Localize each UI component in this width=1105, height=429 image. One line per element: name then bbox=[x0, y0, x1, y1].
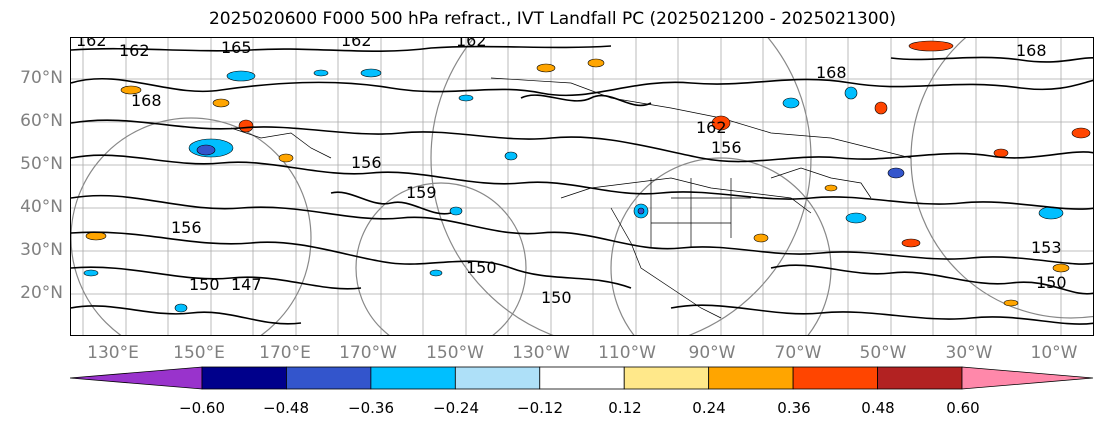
colorbar-cell bbox=[708, 366, 794, 390]
ivt-shading bbox=[83, 40, 1091, 313]
lon-label-10w: 10°W bbox=[1030, 343, 1078, 363]
colorbar-tick-label: −0.60 bbox=[179, 399, 225, 417]
contour-label: 153 bbox=[1031, 238, 1062, 257]
contour-label: 162 bbox=[119, 41, 150, 60]
lat-label-70n: 70°N bbox=[20, 68, 63, 88]
contour-label: 165 bbox=[221, 38, 252, 57]
colorbar-tick-label: −0.24 bbox=[433, 399, 479, 417]
lon-label-170w: 170°W bbox=[339, 343, 397, 363]
colorbar-cell bbox=[286, 366, 372, 390]
lon-label-90w: 90°W bbox=[688, 343, 736, 363]
colorbar-tick-label: −0.48 bbox=[263, 399, 309, 417]
colorbar-extend-high bbox=[961, 366, 1094, 390]
colorbar-extend-low bbox=[70, 366, 203, 390]
contour-label: 162 bbox=[341, 38, 372, 50]
contour-label: 147 bbox=[231, 275, 262, 294]
colorbar-cell bbox=[370, 366, 456, 390]
colorbar-tick-label: 0.60 bbox=[946, 399, 980, 417]
lat-label-60n: 60°N bbox=[20, 111, 63, 131]
lon-label-30w: 30°W bbox=[945, 343, 993, 363]
contour-label: 156 bbox=[351, 153, 382, 172]
contour-label: 168 bbox=[1016, 41, 1047, 60]
colorbar-cell bbox=[454, 366, 541, 390]
colorbar-tick-label: −0.36 bbox=[348, 399, 394, 417]
contour-label: 150 bbox=[189, 275, 220, 294]
map-canvas: 162 162 165 162 162 168 168 168 156 156 … bbox=[71, 38, 1093, 335]
contour-label: 162 bbox=[696, 118, 727, 137]
contour-label: 150 bbox=[466, 258, 497, 277]
colorbar bbox=[70, 366, 1094, 390]
lon-label-130e: 130°E bbox=[87, 343, 139, 363]
colorbar-tick-label: 0.36 bbox=[777, 399, 811, 417]
lat-label-40n: 40°N bbox=[20, 197, 63, 217]
colorbar-tick-label: 0.12 bbox=[608, 399, 642, 417]
contour-label: 168 bbox=[131, 91, 162, 110]
contour-label: 150 bbox=[541, 288, 572, 307]
contour-label: 168 bbox=[816, 63, 847, 82]
colorbar-cell bbox=[201, 366, 287, 390]
graticule bbox=[71, 38, 1093, 335]
lat-label-50n: 50°N bbox=[20, 154, 63, 174]
lon-label-110w: 110°W bbox=[598, 343, 656, 363]
contour-label: 156 bbox=[171, 218, 202, 237]
map-panel: 162 162 165 162 162 168 168 168 156 156 … bbox=[70, 37, 1094, 336]
lon-label-170e: 170°E bbox=[259, 343, 311, 363]
lon-label-50w: 50°W bbox=[859, 343, 907, 363]
contour-label: 156 bbox=[711, 138, 742, 157]
colorbar-tick-label: 0.48 bbox=[861, 399, 895, 417]
contour-label: 162 bbox=[76, 38, 107, 50]
lat-label-20n: 20°N bbox=[20, 283, 63, 303]
contour-labels: 162 162 165 162 162 168 168 168 156 156 … bbox=[76, 38, 1067, 307]
colorbar-cell bbox=[539, 366, 625, 390]
contour-label: 150 bbox=[1036, 273, 1067, 292]
colorbar-tick-label: −0.12 bbox=[517, 399, 563, 417]
contour-label: 162 bbox=[456, 38, 487, 50]
colorbar-cell bbox=[877, 366, 963, 390]
colorbar-cell bbox=[792, 366, 878, 390]
height-contours bbox=[71, 45, 1093, 325]
lon-label-70w: 70°W bbox=[774, 343, 822, 363]
lon-label-130w: 130°W bbox=[512, 343, 570, 363]
lat-label-30n: 30°N bbox=[20, 240, 63, 260]
colorbar-cell bbox=[623, 366, 710, 390]
lon-label-150w: 150°W bbox=[426, 343, 484, 363]
map-title: 2025020600 F000 500 hPa refract., IVT La… bbox=[208, 9, 896, 29]
colorbar-tick-label: 0.24 bbox=[692, 399, 726, 417]
lon-label-150e: 150°E bbox=[173, 343, 225, 363]
contour-label: 159 bbox=[406, 183, 437, 202]
